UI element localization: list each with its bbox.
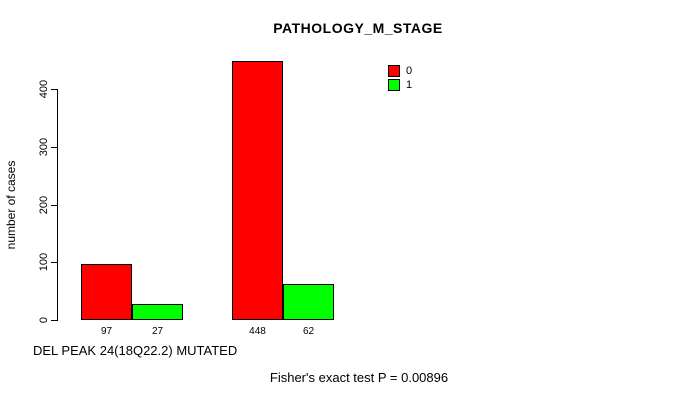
legend-swatch-1 xyxy=(388,79,400,91)
y-tick-mark-200 xyxy=(51,205,57,206)
chart-title: PATHOLOGY_M_STAGE xyxy=(273,20,443,36)
bar-group1-series-0 xyxy=(81,264,132,320)
legend-row-1: 1 xyxy=(388,78,412,92)
y-tick-label-400: 400 xyxy=(38,79,50,99)
bar-group1-series-1 xyxy=(132,304,183,320)
bar-count-label-97: 97 xyxy=(100,326,113,337)
legend-label-0: 0 xyxy=(406,65,413,77)
bar-group2-series-0 xyxy=(232,61,283,320)
y-tick-mark-400 xyxy=(51,89,57,90)
y-tick-mark-100 xyxy=(51,262,57,263)
bar-count-label-62: 62 xyxy=(302,326,315,337)
legend-swatch-0 xyxy=(388,65,400,77)
legend-row-0: 0 xyxy=(388,64,412,78)
y-tick-label-300: 300 xyxy=(38,137,50,157)
fisher-test-annotation: Fisher's exact test P = 0.00896 xyxy=(269,370,449,385)
y-tick-label-0: 0 xyxy=(38,316,50,324)
y-axis xyxy=(57,89,58,321)
y-tick-label-100: 100 xyxy=(38,252,50,272)
bar-count-label-448: 448 xyxy=(249,326,266,337)
bar-group2-series-1 xyxy=(283,284,334,320)
x-axis-label: DEL PEAK 24(18Q22.2) MUTATED xyxy=(33,343,238,358)
bar-count-label-27: 27 xyxy=(151,326,164,337)
y-tick-label-200: 200 xyxy=(38,195,50,215)
y-tick-mark-0 xyxy=(51,320,57,321)
y-tick-mark-300 xyxy=(51,147,57,148)
legend-label-1: 1 xyxy=(406,79,413,91)
y-axis-label: number of cases xyxy=(4,160,18,250)
